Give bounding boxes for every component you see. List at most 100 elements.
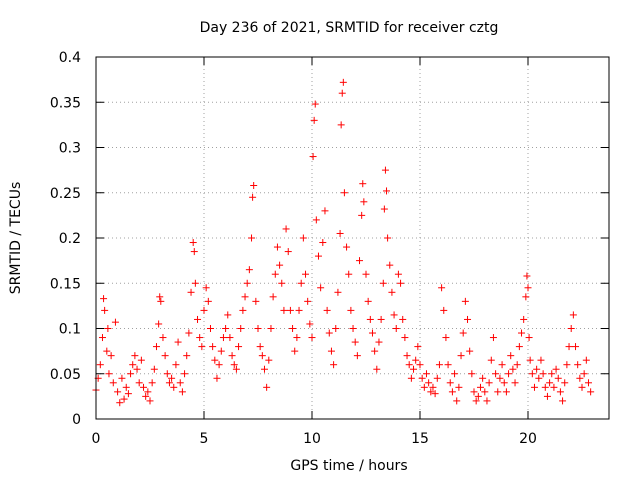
- data-point: [222, 325, 230, 332]
- data-point: [422, 370, 430, 378]
- data-point: [211, 356, 219, 364]
- data-point: [487, 356, 495, 364]
- data-point: [520, 315, 528, 323]
- data-point: [576, 374, 584, 382]
- data-point: [325, 329, 333, 337]
- data-point: [572, 343, 580, 351]
- data-point: [209, 343, 217, 351]
- data-point: [513, 361, 521, 369]
- data-point: [569, 311, 577, 319]
- y-tick-label: 0.05: [50, 367, 81, 383]
- data-point: [431, 390, 439, 398]
- data-point: [306, 320, 314, 328]
- data-point: [314, 252, 322, 260]
- data-point: [144, 388, 152, 396]
- data-point: [509, 365, 517, 373]
- data-points: [92, 78, 595, 407]
- data-point: [196, 334, 204, 342]
- data-point: [368, 329, 376, 337]
- data-point: [198, 343, 206, 351]
- y-tick-label: 0: [72, 412, 81, 428]
- x-tick-label: 5: [200, 431, 209, 447]
- data-point: [161, 352, 169, 360]
- data-point: [550, 383, 558, 391]
- data-point: [466, 347, 474, 355]
- data-point: [530, 383, 538, 391]
- data-point: [263, 383, 271, 391]
- data-point: [157, 297, 165, 305]
- data-point: [289, 325, 297, 332]
- data-point: [181, 370, 189, 378]
- data-point: [470, 388, 478, 396]
- data-point: [539, 370, 547, 378]
- data-point: [124, 390, 132, 398]
- y-axis-label: SRMTID / TECUs: [8, 182, 24, 295]
- data-point: [163, 370, 171, 378]
- data-point: [507, 352, 515, 360]
- data-point: [476, 383, 484, 391]
- data-point: [269, 293, 277, 301]
- data-point: [235, 343, 243, 351]
- data-point: [525, 334, 533, 342]
- data-point: [299, 234, 307, 242]
- data-point: [127, 370, 135, 378]
- data-point: [567, 325, 575, 332]
- x-tick-label: 0: [92, 431, 101, 447]
- data-point: [418, 374, 426, 382]
- data-point: [364, 297, 372, 305]
- data-point: [98, 334, 106, 342]
- data-point: [104, 325, 112, 332]
- data-point: [118, 374, 126, 382]
- data-point: [137, 356, 145, 364]
- data-point: [202, 284, 210, 292]
- data-point: [168, 374, 176, 382]
- data-point: [260, 365, 268, 373]
- data-point: [174, 338, 182, 346]
- data-point: [249, 193, 257, 201]
- data-point: [230, 361, 238, 369]
- data-point: [276, 261, 284, 269]
- data-point: [578, 383, 586, 391]
- data-point: [311, 100, 319, 108]
- data-point: [351, 338, 359, 346]
- data-point: [394, 270, 402, 278]
- data-point: [416, 361, 424, 369]
- data-point: [317, 284, 325, 292]
- data-point: [345, 270, 353, 278]
- data-point: [258, 352, 266, 360]
- data-point: [502, 388, 510, 396]
- data-point: [353, 352, 361, 360]
- data-point: [284, 248, 292, 256]
- data-point: [111, 318, 119, 326]
- data-point: [226, 334, 234, 342]
- data-point: [582, 356, 590, 364]
- data-point: [440, 306, 448, 314]
- x-axis-label: GPS time / hours: [290, 458, 407, 474]
- data-point: [250, 182, 258, 190]
- data-point: [122, 383, 130, 391]
- data-point: [425, 379, 433, 387]
- y-tick-label: 0.4: [59, 50, 81, 66]
- data-point: [464, 315, 472, 323]
- data-point: [494, 388, 502, 396]
- data-point: [172, 361, 180, 369]
- data-point: [310, 116, 318, 124]
- data-point: [366, 315, 374, 323]
- data-point: [293, 334, 301, 342]
- data-point: [451, 370, 459, 378]
- data-point: [150, 365, 158, 373]
- data-point: [178, 388, 186, 396]
- y-tick-label: 0.1: [59, 322, 81, 338]
- chart-title: Day 236 of 2021, SRMTID for receiver czt…: [200, 20, 499, 36]
- data-point: [433, 374, 441, 382]
- data-point: [109, 379, 117, 387]
- data-point: [483, 397, 491, 405]
- data-point: [390, 311, 398, 319]
- data-point: [526, 356, 534, 364]
- data-point: [321, 207, 329, 215]
- data-point: [461, 297, 469, 305]
- data-point: [165, 379, 173, 387]
- data-point: [224, 311, 232, 319]
- data-point: [271, 270, 279, 278]
